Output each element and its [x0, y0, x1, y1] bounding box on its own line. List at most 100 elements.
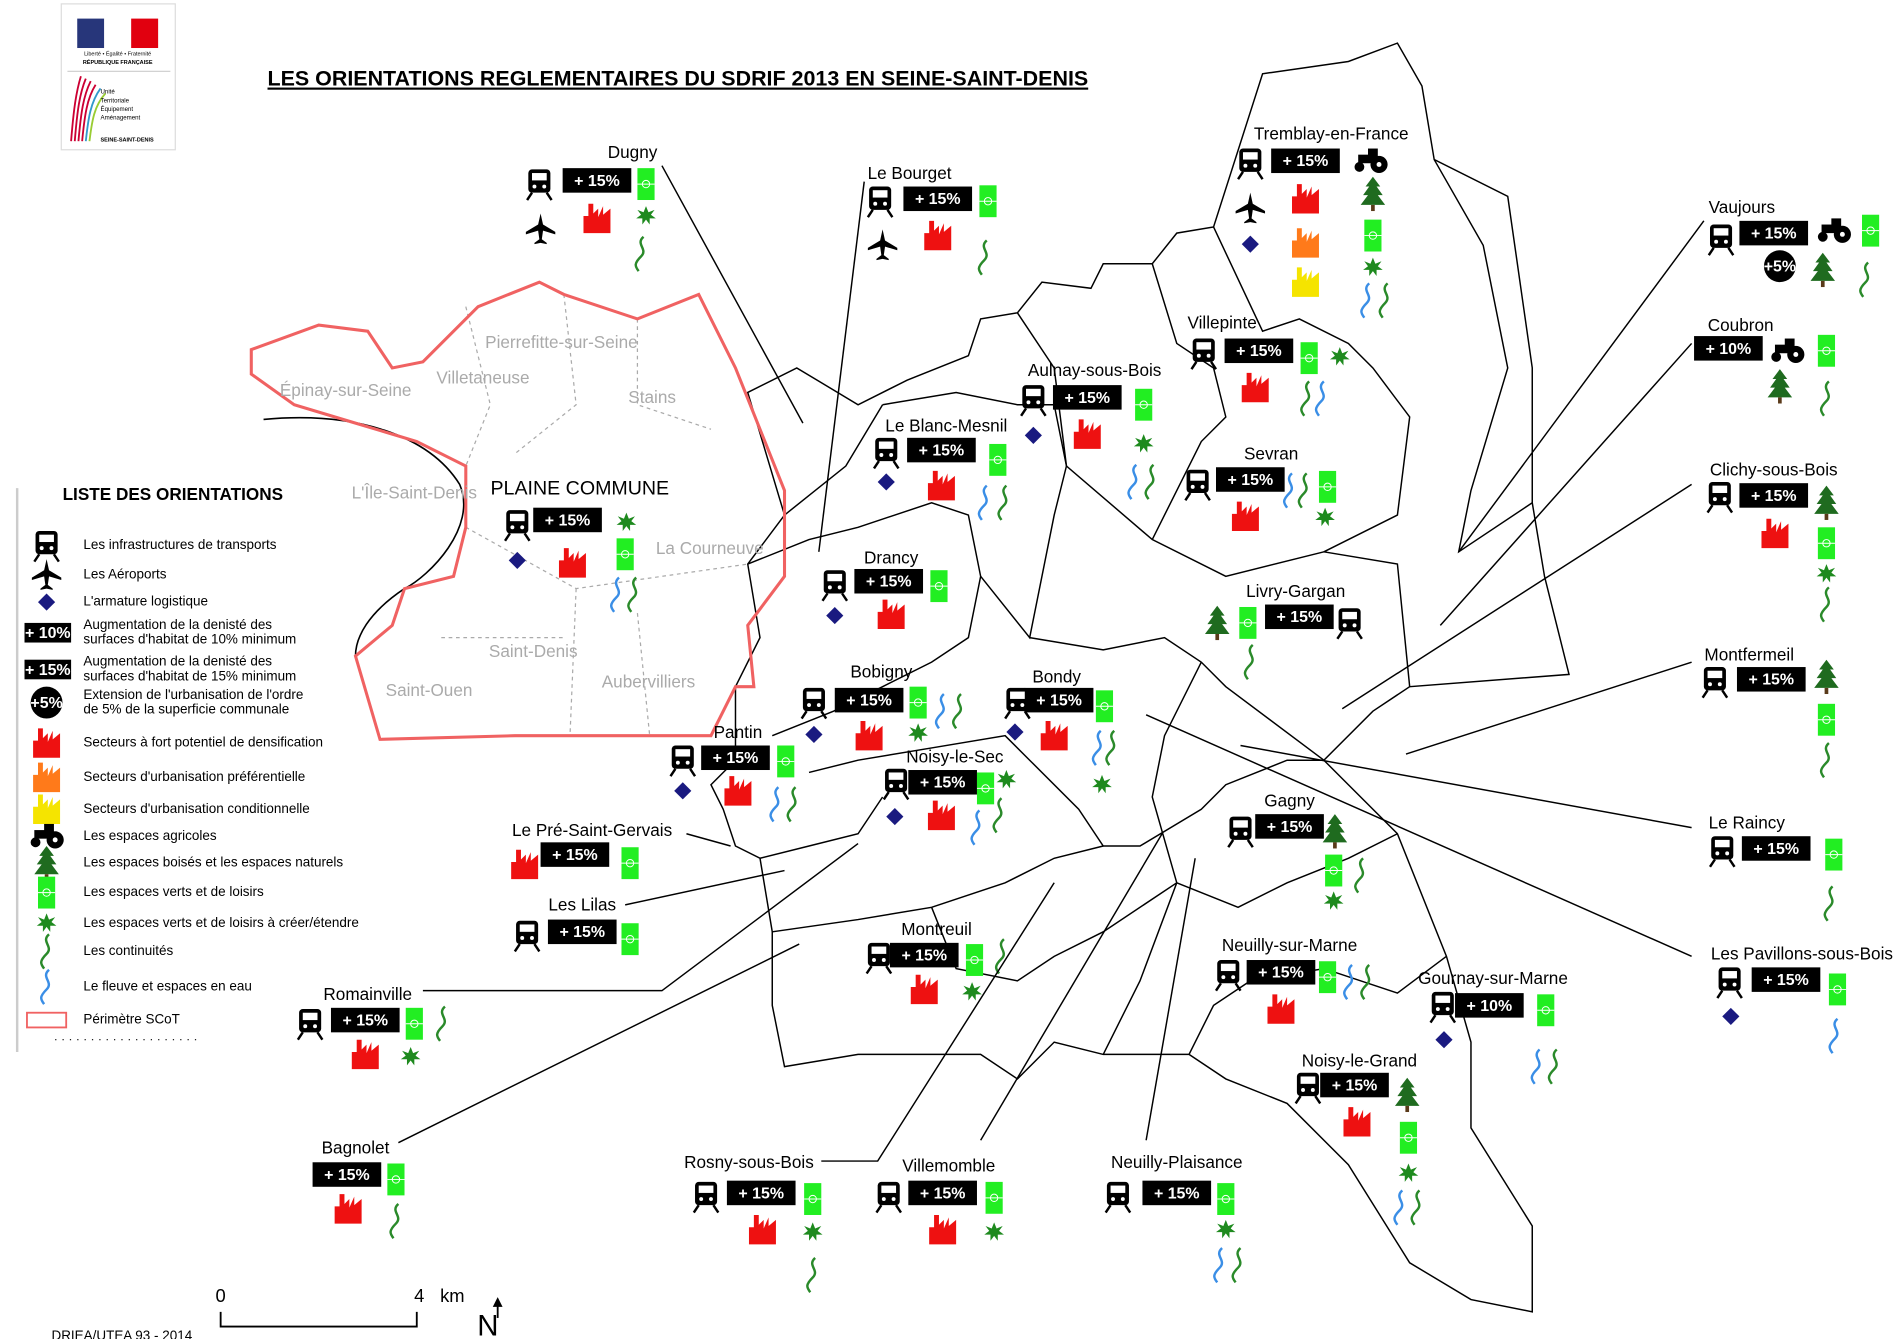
logistics-icon [1722, 1007, 1740, 1025]
legend-text: Les espaces agricoles [83, 828, 217, 843]
logistics-icon [38, 593, 56, 611]
commune-name: Bagnolet [322, 1137, 390, 1157]
density-badge [1024, 687, 1094, 713]
green-space-new-icon [1398, 1163, 1419, 1182]
scale-bar: 0 4 km [216, 1285, 465, 1328]
commune-name: Coubron [1708, 315, 1774, 335]
green-space-new-icon [984, 1222, 1004, 1241]
green-space-icon [1238, 606, 1257, 640]
logo-republic: RÉPUBLIQUE FRANÇAISE [83, 58, 153, 66]
preferential-icon [33, 762, 61, 793]
green-space-icon [1363, 219, 1382, 252]
density-badge-label: + 10% [1706, 341, 1752, 358]
commune-name: Aulnay-sous-Bois [1028, 360, 1162, 380]
logistics-icon [1435, 1031, 1453, 1049]
logistics-icon [1006, 723, 1024, 741]
legend-text: surfaces d'habitat de 10% minimum [83, 632, 296, 647]
transport-icon [1701, 665, 1729, 699]
green-space-new-icon [1323, 891, 1344, 910]
continuity-icon [992, 796, 1003, 834]
density-badge [1741, 836, 1811, 861]
continuity-icon [1819, 586, 1831, 623]
transport-icon [1184, 468, 1212, 502]
continuity-icon [1300, 380, 1311, 417]
density-badge-label: + 15% [915, 191, 961, 208]
transport-icon [1429, 990, 1457, 1024]
green-space-icon [1824, 838, 1843, 872]
green-space-icon [909, 686, 928, 720]
commune: Bondy + 15% [1003, 667, 1116, 794]
density-badge-label: + 15% [1748, 672, 1794, 689]
airport-icon [1235, 192, 1266, 224]
leader-line [625, 869, 785, 906]
continuity-icon [435, 1005, 447, 1043]
woodland-icon [1814, 485, 1839, 520]
continuity-icon [634, 235, 645, 273]
water-icon [1091, 729, 1102, 767]
commune: Noisy-le-Grand + 15% [1294, 1050, 1421, 1227]
intercommunality-name: PLAINE COMMUNE [490, 477, 669, 499]
logistics-icon [674, 782, 692, 800]
agricultural-icon [1354, 148, 1388, 174]
woodland-icon [1394, 1077, 1420, 1113]
legend-text: Augmentation de la denisté des [83, 654, 272, 669]
commune-name: Livry-Gargan [1246, 581, 1345, 601]
density-badge-label: + 15% [559, 924, 605, 941]
density-badge [1320, 1072, 1389, 1098]
density-badge-label: + 15% [1277, 609, 1323, 626]
density-badge-label: + 15% [1036, 693, 1082, 710]
water-icon [1393, 1189, 1404, 1227]
continuity-icon [997, 484, 1008, 522]
commune: Le Raincy + 15% [1240, 744, 1843, 923]
density-badge-label: + 15% [1751, 226, 1797, 243]
airport-icon [525, 213, 556, 245]
green-space-new-icon [1315, 507, 1335, 527]
legend-text: Périmètre SCoT [83, 1012, 180, 1027]
transport-icon [1104, 1180, 1132, 1214]
continuity-icon [1819, 380, 1831, 417]
transport-icon [821, 568, 849, 603]
leader-line [1458, 220, 1705, 553]
green-space-icon [620, 922, 640, 956]
density-badge [1255, 814, 1324, 839]
commune: Villepinte + 15% [1187, 312, 1350, 417]
transport-icon [865, 941, 893, 975]
agricultural-icon [1817, 218, 1851, 243]
leader-line [1145, 858, 1196, 1141]
agricultural-icon [1771, 338, 1805, 364]
densification-icon [1343, 1107, 1371, 1137]
density-badge-label: + 15% [920, 775, 966, 792]
density-badge [726, 1180, 796, 1206]
density-badge-label: + 15% [1267, 819, 1313, 836]
legend-text: Les espaces verts et de loisirs [83, 884, 264, 899]
continuity-icon [1378, 282, 1389, 319]
legend-text: Les continuités [83, 943, 173, 958]
transport-icon [513, 919, 541, 953]
green-space-icon [1817, 703, 1836, 737]
legend-title: LISTE DES ORIENTATIONS [63, 484, 284, 504]
commune: Montfermeil + 15% [1405, 645, 1839, 779]
legend-text: Les infrastructures de transports [83, 537, 276, 552]
density-badge-label: + 15% [1751, 488, 1797, 505]
legend-text: Secteurs d'urbanisation préférentielle [83, 769, 305, 784]
leader-line [1341, 483, 1693, 710]
leader-line [661, 165, 804, 424]
commune-name: Le Bourget [868, 163, 952, 183]
transport-icon [800, 686, 828, 720]
member-commune-name: Stains [628, 387, 676, 407]
continuity-icon [1354, 857, 1365, 894]
density-badge-label: + 15% [1332, 1077, 1378, 1094]
woodland-icon [1814, 659, 1839, 695]
commune: Noisy-le-Sec + 15% [882, 746, 1017, 847]
density-badge-label: + 15% [324, 1167, 370, 1184]
commune-name: Neuilly-Plaisance [1111, 1152, 1243, 1172]
density-badge [1246, 960, 1316, 985]
water-icon [1127, 463, 1138, 501]
commune: Les Pavillons-sous-Bois + 15% [1145, 714, 1893, 1055]
water-icon [1314, 380, 1326, 417]
member-commune-name: Pierrefitte-sur-Seine [485, 332, 638, 352]
densification-icon [748, 1214, 776, 1245]
continuity-icon [1297, 472, 1308, 509]
green-space-new-icon [636, 206, 656, 225]
water-icon [1343, 963, 1354, 1001]
